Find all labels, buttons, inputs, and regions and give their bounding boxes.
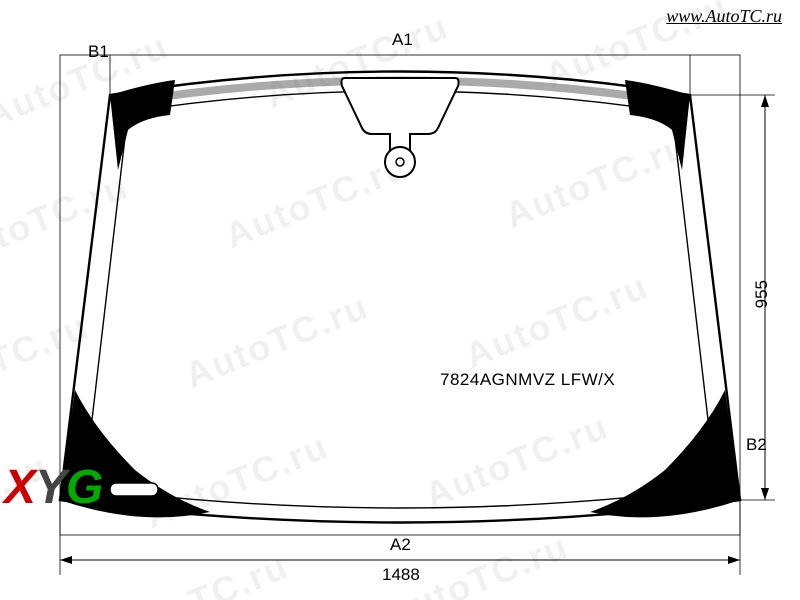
label-B1: B1 — [88, 42, 109, 62]
logo-char-y: Y — [35, 461, 66, 514]
vin-window — [110, 483, 158, 496]
label-A2: A2 — [390, 535, 411, 555]
windshield-drawing — [0, 0, 800, 600]
diagram-canvas: AutoTC.ru AutoTC.ru AutoTC.ru AutoTC.ru … — [0, 0, 800, 600]
source-url: www.AutoTC.ru — [666, 6, 782, 27]
brand-logo: XYG — [4, 460, 102, 515]
label-width: 1488 — [382, 565, 420, 585]
logo-char-x: X — [4, 461, 35, 514]
sensor-mount — [341, 78, 458, 177]
frit-top-right — [625, 80, 690, 170]
frit-top-left — [110, 80, 175, 170]
label-B2: B2 — [746, 435, 767, 455]
part-code: 7824AGNMVZ LFW/X — [440, 370, 615, 390]
label-height: 955 — [752, 280, 772, 308]
label-A1: A1 — [392, 30, 413, 50]
logo-char-g: G — [66, 461, 102, 514]
